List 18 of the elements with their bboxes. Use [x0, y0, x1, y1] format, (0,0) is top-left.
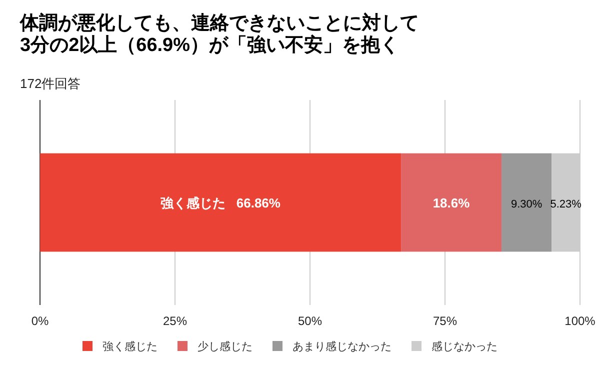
legend-label: あまり感じなかった: [292, 340, 392, 353]
x-tick-label: 75%: [432, 314, 458, 328]
chart-subtitle: 172件回答: [20, 76, 81, 91]
legend-label: 強く感じた: [102, 340, 158, 353]
x-tick-label: 25%: [162, 314, 188, 328]
data-label: 18.6%: [432, 196, 470, 210]
bar: [40, 153, 402, 252]
bar: [401, 153, 502, 252]
legend-label: 感じなかった: [432, 340, 498, 353]
legend-label: 少し感じた: [198, 340, 252, 353]
data-label: 5.23%: [550, 198, 582, 210]
data-label: 強く感じた 66.86%: [160, 196, 281, 210]
x-tick-label: 0%: [31, 314, 49, 328]
x-tick-label: 50%: [298, 314, 322, 328]
x-tick-label: 100%: [564, 314, 596, 328]
data-label: 9.30%: [510, 198, 542, 210]
chart-title: 体調が悪化しても、連絡できないことに対して 3分の2以上（66.9%）が「強い不安」を抱く: [19, 12, 419, 56]
bar: [501, 153, 552, 252]
